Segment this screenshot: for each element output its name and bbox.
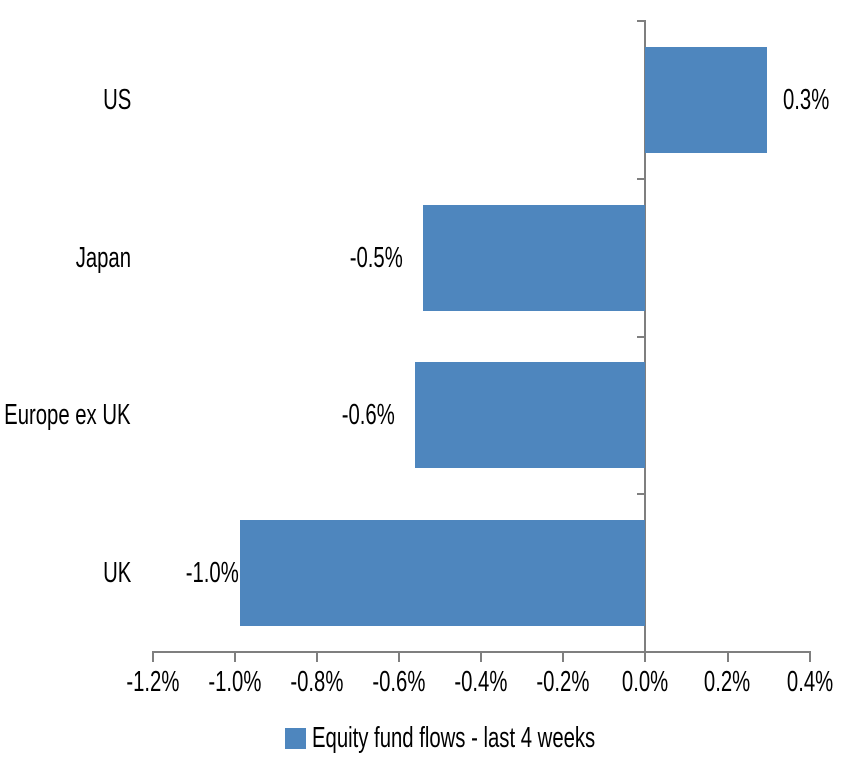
- category-label-text: US: [102, 83, 131, 116]
- x-tick-label-text: -1.0%: [208, 666, 262, 698]
- x-tick-label: -0.2%: [503, 667, 623, 697]
- bar-data-label-text: -0.5%: [349, 241, 403, 274]
- x-tick: [644, 653, 647, 662]
- legend-label-text: Equity fund flows - last 4 weeks: [312, 722, 596, 754]
- category-label: UK: [91, 558, 131, 588]
- x-tick-label-text: -0.2%: [536, 666, 590, 698]
- x-tick-label-text: -0.8%: [290, 666, 344, 698]
- x-tick: [233, 653, 236, 662]
- category-label: US: [91, 85, 131, 115]
- x-tick-label-text: -1.2%: [126, 666, 180, 698]
- bar-data-label-text: 0.3%: [782, 83, 830, 116]
- bar: [240, 520, 646, 627]
- x-tick-label: -0.4%: [421, 667, 541, 697]
- x-tick-label-text: -0.6%: [372, 666, 426, 698]
- legend: Equity fund flows - last 4 weeks: [285, 723, 717, 753]
- category-label: Japan: [52, 243, 131, 273]
- x-tick: [315, 653, 318, 662]
- y-tick: [637, 20, 644, 22]
- bar-data-label: -0.5%: [327, 243, 403, 273]
- x-tick-label: -1.0%: [175, 667, 295, 697]
- bar-data-label: -1.0%: [163, 558, 239, 588]
- x-tick: [808, 653, 811, 662]
- x-tick: [151, 653, 154, 662]
- y-tick: [637, 493, 644, 496]
- x-tick: [398, 653, 401, 662]
- legend-label: Equity fund flows - last 4 weeks: [312, 723, 717, 753]
- category-label-text: Japan: [75, 241, 131, 274]
- legend-swatch-icon: [285, 727, 306, 749]
- x-tick: [480, 653, 483, 662]
- x-tick: [726, 653, 729, 662]
- x-tick-label: -0.6%: [339, 667, 459, 697]
- x-tick: [562, 653, 565, 662]
- y-tick: [637, 177, 644, 180]
- category-label: Europe ex UK: [0, 400, 131, 430]
- bar-data-label-text: -1.0%: [186, 557, 240, 590]
- x-tick-label: 0.4%: [750, 667, 852, 697]
- x-axis-line: [151, 651, 811, 653]
- x-tick-label-text: -0.4%: [454, 666, 508, 698]
- y-tick: [637, 335, 644, 338]
- x-tick-label: 0.2%: [668, 667, 788, 697]
- x-tick-label: -0.8%: [257, 667, 377, 697]
- x-tick-label: -1.2%: [93, 667, 213, 697]
- category-label-text: UK: [102, 557, 131, 590]
- value-axis-zero-line: [644, 20, 646, 653]
- bar: [422, 204, 646, 311]
- x-tick-label-text: 0.4%: [786, 666, 833, 698]
- bar-data-label: 0.3%: [783, 85, 849, 115]
- category-label-text: Europe ex UK: [4, 399, 131, 432]
- bar: [415, 362, 646, 469]
- bar-data-label-text: -0.6%: [342, 399, 396, 432]
- x-tick-label-text: 0.0%: [622, 666, 669, 698]
- bar-data-label: -0.6%: [319, 400, 395, 430]
- x-tick-label-text: 0.2%: [704, 666, 751, 698]
- x-tick-label: 0.0%: [585, 667, 705, 697]
- bar: [645, 46, 767, 153]
